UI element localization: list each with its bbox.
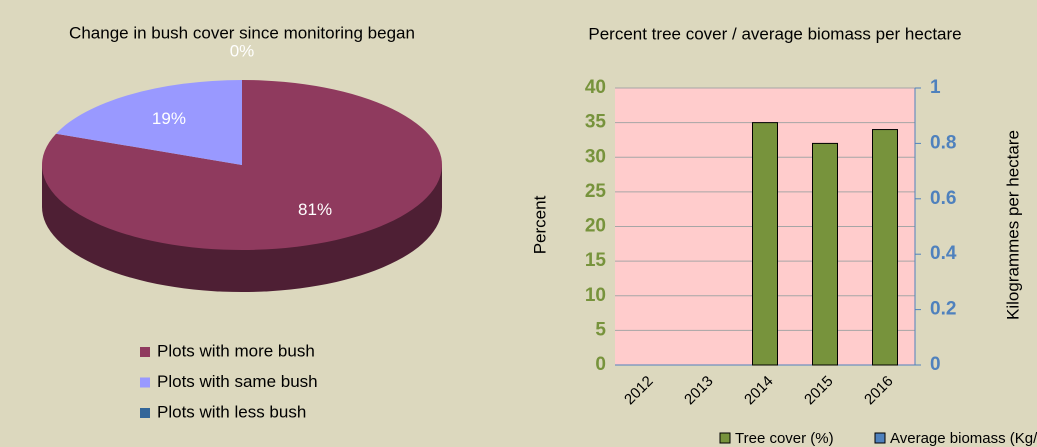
pie-title: Change in bush cover since monitoring be… — [69, 23, 415, 42]
legend-label: Average biomass (Kg/ha) — [890, 430, 1037, 447]
legend-label: Plots with less bush — [157, 402, 306, 421]
legend-swatch — [140, 347, 150, 357]
y2-tick-label: 1 — [930, 77, 941, 98]
y2-tick-label: 0.6 — [930, 188, 956, 209]
y2-tick-label: 0.4 — [930, 243, 957, 264]
y-tick-label: 20 — [585, 216, 606, 237]
y-tick-label: 15 — [585, 250, 607, 271]
pie-slice — [41, 80, 442, 250]
legend-label: Plots with same bush — [157, 372, 318, 391]
data-label: 81% — [298, 200, 332, 219]
y-axis-label: Percent — [530, 195, 549, 254]
bar — [752, 122, 778, 366]
legend-swatch — [874, 432, 886, 444]
y-tick-label: 40 — [585, 77, 606, 98]
y2-tick-label: 0.8 — [930, 132, 956, 153]
data-label: 19% — [152, 109, 186, 128]
legend-swatch — [140, 408, 150, 418]
y2-axis-label: Kilogrammes per hectare — [1003, 130, 1022, 320]
y-tick-label: 0 — [595, 354, 606, 375]
y2-tick-label: 0 — [930, 354, 941, 375]
y-tick-label: 5 — [595, 319, 606, 340]
y-tick-label: 30 — [585, 146, 606, 167]
y-tick-label: 10 — [585, 285, 606, 306]
legend-label: Tree cover (%) — [735, 430, 834, 447]
y-tick-label: 25 — [585, 181, 607, 202]
bar — [812, 142, 838, 366]
legend-swatch — [140, 377, 150, 388]
legend-swatch — [719, 432, 731, 444]
pie-slice — [56, 80, 242, 165]
legend-label: Plots with more bush — [157, 341, 315, 360]
data-label: 0% — [230, 41, 255, 60]
y2-tick-label: 0.2 — [930, 299, 956, 320]
y-tick-label: 35 — [585, 112, 607, 133]
bar-title: Percent tree cover / average biomass per… — [588, 24, 961, 43]
bar — [872, 129, 898, 366]
